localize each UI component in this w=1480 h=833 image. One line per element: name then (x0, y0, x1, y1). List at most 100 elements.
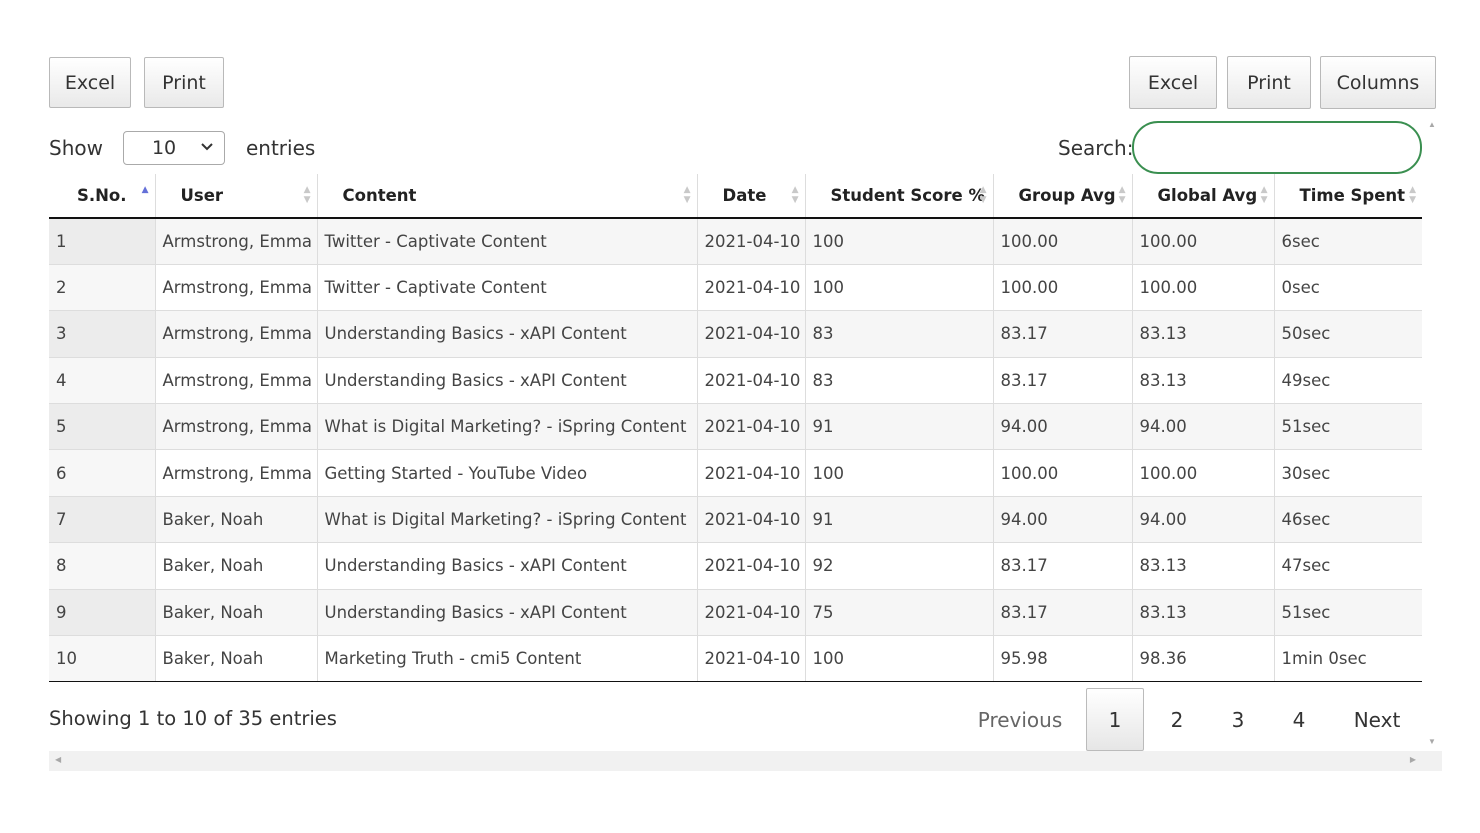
chevron-down-icon (200, 140, 214, 156)
cell-user: Baker, Noah (155, 635, 318, 683)
cell-date: 2021-04-10 (697, 217, 806, 265)
cell-date: 2021-04-10 (697, 403, 806, 450)
cell-student-score: 83 (805, 310, 994, 358)
cell-group-avg: 94.00 (993, 495, 1133, 543)
cell-sno: 7 (49, 495, 156, 543)
search-input[interactable] (1132, 121, 1422, 174)
cell-user: Armstrong, Emma (155, 263, 318, 311)
print-button[interactable]: Print (144, 57, 224, 108)
cell-time-spent: 50sec (1274, 310, 1422, 358)
cell-content: Twitter - Captivate Content (317, 217, 698, 265)
cell-time-spent: 49sec (1274, 356, 1422, 404)
cell-sno: 8 (49, 542, 156, 590)
page-4-button[interactable]: 4 (1292, 707, 1306, 732)
cell-time-spent: 51sec (1274, 588, 1422, 636)
cell-global-avg: 100.00 (1132, 263, 1275, 311)
excel-button-secondary[interactable]: Excel (1129, 56, 1217, 109)
previous-page-button[interactable]: Previous (977, 707, 1063, 732)
cell-time-spent: 47sec (1274, 542, 1422, 590)
cell-group-avg: 100.00 (993, 449, 1133, 497)
table-row: 10 Baker, Noah Marketing Truth - cmi5 Cont… (49, 635, 1422, 683)
cell-date: 2021-04-10 (697, 449, 806, 497)
page-1-button[interactable]: 1 (1086, 688, 1144, 751)
excel-button[interactable]: Excel (49, 57, 131, 108)
cell-global-avg: 83.13 (1132, 310, 1275, 358)
cell-student-score: 92 (805, 542, 994, 590)
cell-global-avg: 98.36 (1132, 635, 1275, 683)
cell-time-spent: 0sec (1274, 263, 1422, 311)
cell-time-spent: 51sec (1274, 403, 1422, 450)
cell-sno: 10 (49, 635, 156, 683)
scroll-up-icon[interactable]: ▲ (1428, 120, 1436, 129)
cell-sno: 6 (49, 449, 156, 497)
table-row: 1 Armstrong, Emma Twitter - Captivate Cont… (49, 217, 1422, 265)
entries-select-value: 10 (151, 137, 177, 159)
next-page-button[interactable]: Next (1353, 707, 1401, 732)
cell-group-avg: 83.17 (993, 310, 1133, 358)
cell-sno: 3 (49, 310, 156, 358)
cell-group-avg: 83.17 (993, 588, 1133, 636)
cell-content: Understanding Basics - xAPI Content (317, 588, 698, 636)
cell-user: Armstrong, Emma (155, 449, 318, 497)
cell-global-avg: 94.00 (1132, 403, 1275, 450)
cell-content: Understanding Basics - xAPI Content (317, 310, 698, 358)
column-header-sno[interactable]: S.No. ▲ (49, 174, 156, 219)
cell-group-avg: 83.17 (993, 542, 1133, 590)
cell-global-avg: 83.13 (1132, 588, 1275, 636)
horizontal-scrollbar[interactable]: ◀ ▶ (49, 751, 1442, 771)
cell-user: Armstrong, Emma (155, 356, 318, 404)
column-header-date[interactable]: Date ▲ ▼ (697, 174, 806, 219)
cell-date: 2021-04-10 (697, 495, 806, 543)
entries-select[interactable]: 10 (122, 131, 225, 165)
cell-student-score: 75 (805, 588, 994, 636)
sort-icon: ▲ ▼ (683, 185, 691, 205)
cell-group-avg: 94.00 (993, 403, 1133, 450)
cell-time-spent: 6sec (1274, 217, 1422, 265)
sort-icon: ▲ ▼ (1118, 185, 1126, 205)
pagination: Previous 1 2 3 4 Next (0, 688, 1480, 751)
cell-date: 2021-04-10 (697, 588, 806, 636)
cell-global-avg: 100.00 (1132, 449, 1275, 497)
cell-sno: 9 (49, 588, 156, 636)
cell-student-score: 91 (805, 403, 994, 450)
cell-content: Understanding Basics - xAPI Content (317, 542, 698, 590)
table-row: 6 Armstrong, Emma Getting Started - YouTub… (49, 449, 1422, 497)
sort-icon: ▲ ▼ (1260, 185, 1268, 205)
column-header-user[interactable]: User ▲ ▼ (155, 174, 318, 219)
cell-sno: 4 (49, 356, 156, 404)
print-button-secondary[interactable]: Print (1227, 56, 1311, 109)
table-row: 7 Baker, Noah What is Digital Marketing? -… (49, 495, 1422, 543)
vertical-scrollbar[interactable]: ▲ ▼ (1422, 116, 1442, 750)
cell-group-avg: 100.00 (993, 263, 1133, 311)
cell-content: Twitter - Captivate Content (317, 263, 698, 311)
cell-content: What is Digital Marketing? - iSpring Con… (317, 403, 698, 450)
cell-user: Baker, Noah (155, 495, 318, 543)
length-control: Show 10 entries (49, 131, 315, 165)
column-header-content[interactable]: Content ▲ ▼ (317, 174, 698, 219)
column-header-global-avg[interactable]: Global Avg ▲ ▼ (1132, 174, 1275, 219)
cell-student-score: 100 (805, 263, 994, 311)
sort-icon: ▲ ▼ (979, 185, 987, 205)
cell-global-avg: 83.13 (1132, 356, 1275, 404)
column-header-student-score[interactable]: Student Score % ▲ ▼ (805, 174, 994, 219)
report-table: S.No. ▲ User ▲ ▼ Content ▲ ▼ Date ▲ ▼ Stude… (49, 174, 1422, 683)
scroll-left-icon[interactable]: ◀ (55, 755, 62, 764)
cell-content: Getting Started - YouTube Video (317, 449, 698, 497)
cell-date: 2021-04-10 (697, 542, 806, 590)
cell-user: Armstrong, Emma (155, 217, 318, 265)
column-header-group-avg[interactable]: Group Avg ▲ ▼ (993, 174, 1133, 219)
cell-content: Marketing Truth - cmi5 Content (317, 635, 698, 683)
columns-button[interactable]: Columns (1320, 56, 1436, 109)
page-3-button[interactable]: 3 (1231, 707, 1245, 732)
column-header-time-spent[interactable]: Time Spent ▲ ▼ (1274, 174, 1422, 219)
scroll-down-icon[interactable]: ▼ (1428, 737, 1436, 746)
table-row: 3 Armstrong, Emma Understanding Basics - x… (49, 310, 1422, 358)
cell-student-score: 83 (805, 356, 994, 404)
page-2-button[interactable]: 2 (1170, 707, 1184, 732)
scroll-right-icon[interactable]: ▶ (1409, 755, 1416, 764)
cell-global-avg: 100.00 (1132, 217, 1275, 265)
cell-content: Understanding Basics - xAPI Content (317, 356, 698, 404)
sort-icon: ▲ ▼ (1409, 185, 1416, 205)
entries-label: entries (245, 136, 316, 160)
table-row: 9 Baker, Noah Understanding Basics - xAPI … (49, 588, 1422, 636)
